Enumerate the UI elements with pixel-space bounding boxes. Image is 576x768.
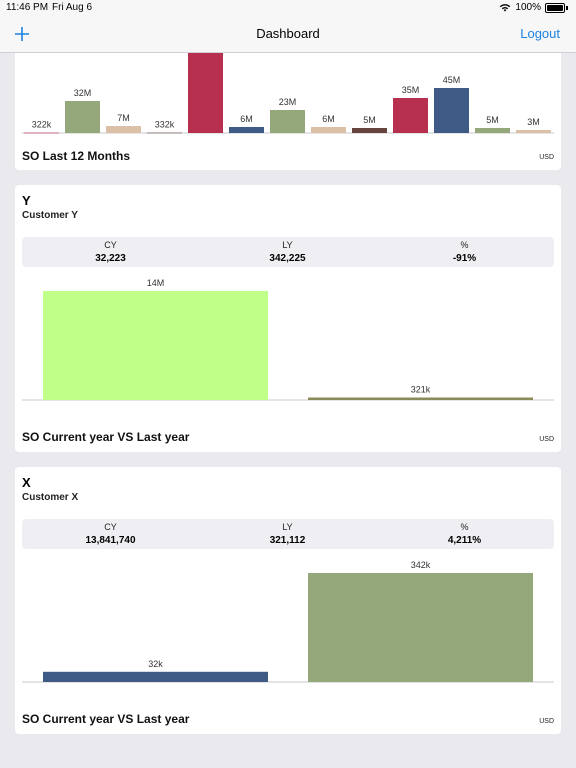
- bar-value-label: 6M: [322, 114, 335, 124]
- monthly-bar-chart: 322k 32M 7M 332k 6M 23M 6M 5M 35M 45M 5M 3M: [22, 53, 554, 134]
- chart-bar: [229, 127, 264, 133]
- stat-cy-label: CY: [104, 522, 117, 532]
- chart-bar: [147, 132, 182, 134]
- plus-icon[interactable]: [14, 22, 30, 47]
- bar-value-label: 45M: [443, 75, 461, 85]
- bar-value-label: 14M: [147, 278, 165, 288]
- chart-bar: [393, 98, 428, 133]
- bar-value-label: 5M: [486, 115, 499, 125]
- stat-pct-label: %: [460, 240, 469, 250]
- stat-pct-label: %: [460, 522, 469, 532]
- battery-percentage: 100%: [515, 2, 541, 13]
- chart-currency: USD: [539, 436, 554, 443]
- chart-bar: [43, 671, 268, 682]
- bar-value-label: 32k: [148, 659, 163, 669]
- bar-value-label: 342k: [411, 560, 431, 570]
- chart-title: SO Current year VS Last year: [22, 712, 190, 726]
- logout-button[interactable]: Logout: [520, 26, 560, 41]
- monthly-chart-title: SO Last 12 Months: [22, 149, 131, 163]
- stat-cy: CY 32,223: [22, 240, 199, 264]
- stat-ly-label: LY: [282, 240, 293, 250]
- cy-vs-ly-bar-chart: 14M 321k: [22, 278, 554, 401]
- stats-summary: CY 13,841,740 LY 321,112 % 4,211%: [22, 519, 554, 549]
- status-date: Fri Aug 6: [52, 2, 93, 13]
- cy-vs-ly-bar-chart: 32k 342k: [22, 560, 554, 683]
- chart-bar: [308, 573, 533, 682]
- stat-ly-value: 342,225: [269, 253, 306, 264]
- card-title: X: [22, 475, 31, 490]
- chart-bar: [188, 53, 223, 133]
- bar-value-label: 35M: [402, 85, 420, 95]
- bar-value-label: 32M: [74, 88, 92, 98]
- stat-cy: CY 13,841,740: [22, 522, 199, 546]
- chart-bar: [352, 128, 387, 133]
- bar-value-label: 5M: [363, 115, 376, 125]
- chart-currency: USD: [539, 718, 554, 725]
- chart-title: SO Current year VS Last year: [22, 430, 190, 444]
- chart-bar: [475, 128, 510, 133]
- stat-pct-value: 4,211%: [447, 535, 482, 546]
- monthly-chart-card: 322k 32M 7M 332k 6M 23M 6M 5M 35M 45M 5M 3M SO Last…: [15, 53, 561, 170]
- battery-icon: [545, 2, 565, 13]
- stat-ly-label: LY: [282, 522, 293, 532]
- stat-ly: LY 342,225: [199, 240, 376, 264]
- bar-value-label: 7M: [117, 113, 130, 123]
- chart-bar: [43, 291, 268, 400]
- bar-value-label: 322k: [32, 120, 52, 130]
- stats-summary: CY 32,223 LY 342,225 % -91%: [22, 237, 554, 267]
- chart-bar: [516, 130, 551, 133]
- card-subtitle: Customer Y: [22, 210, 78, 221]
- chart-bar: [24, 132, 59, 134]
- chart-bar: [270, 110, 305, 133]
- stat-cy-label: CY: [104, 240, 117, 250]
- nav-bar: Dashboard Logout: [0, 16, 576, 53]
- chart-bar: [434, 88, 469, 133]
- stat-ly-value: 321,112: [269, 535, 306, 546]
- stat-pct: % -91%: [376, 240, 553, 264]
- stat-cy-value: 32,223: [95, 253, 126, 264]
- stat-cy-value: 13,841,740: [85, 535, 136, 546]
- customer-x-card[interactable]: X Customer X CY 13,841,740 LY 321,112 % …: [15, 467, 561, 734]
- status-bar: 11:46 PM Fri Aug 6 100%: [0, 0, 576, 16]
- stat-pct-value: -91%: [452, 253, 477, 264]
- chart-bar: [308, 397, 533, 400]
- bar-value-label: 321k: [411, 385, 431, 395]
- bar-value-label: 6M: [240, 114, 253, 124]
- stat-ly: LY 321,112: [199, 522, 376, 546]
- wifi-icon: [500, 4, 511, 12]
- status-time: 11:46 PM: [6, 2, 49, 13]
- chart-bar: [65, 101, 100, 133]
- card-subtitle: Customer X: [22, 492, 79, 503]
- status-right: 100%: [499, 2, 568, 13]
- stat-pct: % 4,211%: [376, 522, 553, 546]
- battery-tip: [566, 5, 568, 10]
- chart-bar: [106, 126, 141, 133]
- bar-value-label: 3M: [527, 117, 540, 127]
- customer-y-card[interactable]: Y Customer Y CY 32,223 LY 342,225 % -91%…: [15, 185, 561, 452]
- chart-bar: [311, 127, 346, 133]
- monthly-currency: USD: [539, 154, 554, 161]
- bar-value-label: 23M: [279, 97, 297, 107]
- page-title: Dashboard: [256, 26, 320, 41]
- bar-value-label: 332k: [155, 120, 175, 130]
- card-title: Y: [22, 193, 31, 208]
